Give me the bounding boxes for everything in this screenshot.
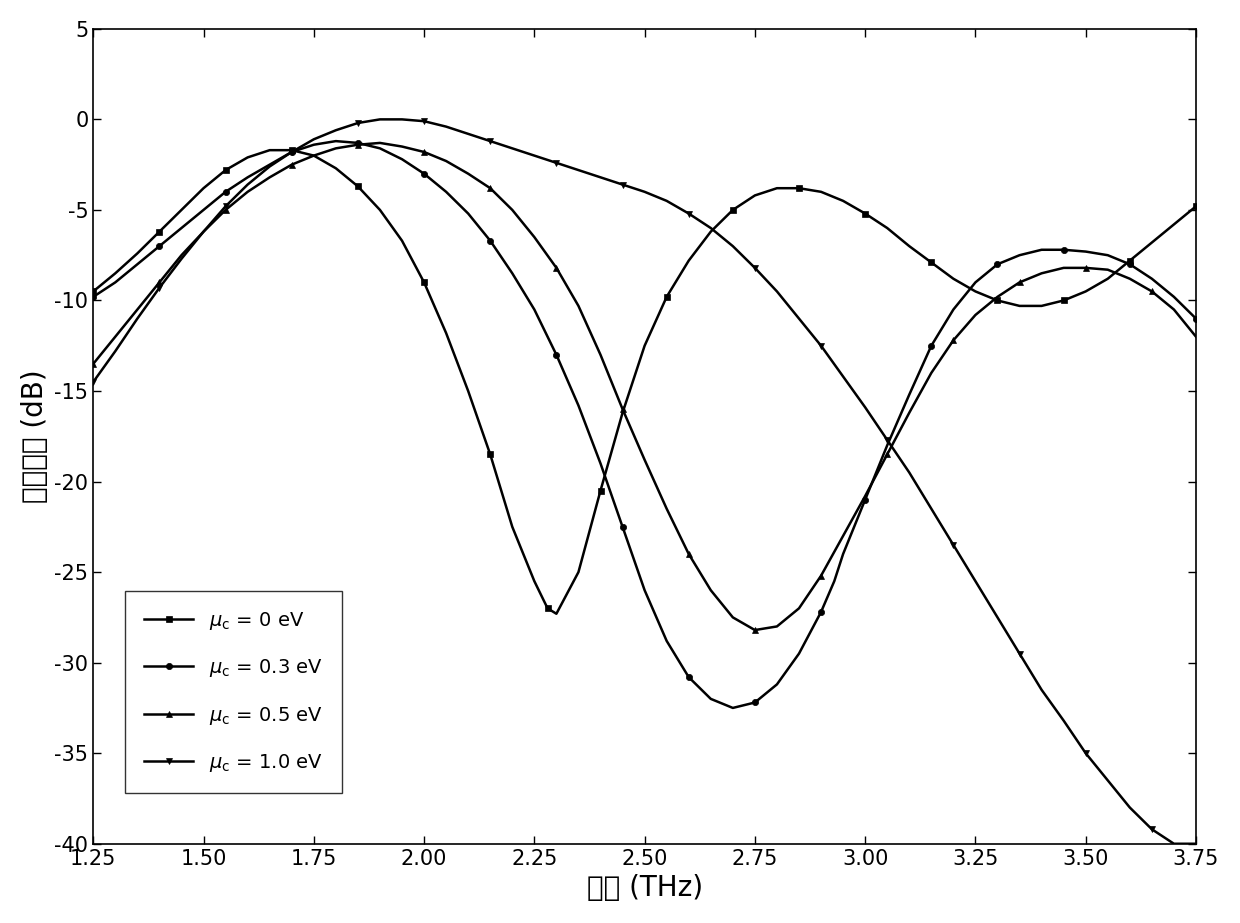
$\mu_\mathregular{c}$ = 0.5 eV [924,367,939,378]
$\mu_\mathregular{c}$ = 0.3 eV [725,702,740,713]
$\mu_\mathregular{c}$ = 0.3 eV [637,584,652,595]
$\mu_\mathregular{c}$ = 0.3 eV [836,548,851,559]
$\mu_\mathregular{c}$ = 1.0 eV [1167,838,1182,849]
$\mu_\mathregular{c}$ = 1.0 eV [372,114,387,125]
Line: $\mu_\mathregular{c}$ = 0.3 eV: $\mu_\mathregular{c}$ = 0.3 eV [91,138,1199,711]
$\mu_\mathregular{c}$ = 1.0 eV [836,371,851,382]
$\mu_\mathregular{c}$ = 0.5 eV [86,358,100,369]
$\mu_\mathregular{c}$ = 0.3 eV [703,693,718,704]
$\mu_\mathregular{c}$ = 1.0 eV [86,377,100,388]
$\mu_\mathregular{c}$ = 0.5 eV [1167,304,1182,315]
$\mu_\mathregular{c}$ = 0 eV [1188,201,1203,212]
$\mu_\mathregular{c}$ = 0 eV [791,183,806,194]
$\mu_\mathregular{c}$ = 0 eV [174,204,188,215]
Line: $\mu_\mathregular{c}$ = 1.0 eV: $\mu_\mathregular{c}$ = 1.0 eV [91,116,1199,847]
$\mu_\mathregular{c}$ = 0.3 eV [86,292,100,303]
$\mu_\mathregular{c}$ = 1.0 eV [1145,823,1159,834]
$\mu_\mathregular{c}$ = 0.5 eV [1188,331,1203,342]
$\mu_\mathregular{c}$ = 0.3 eV [813,606,828,617]
$\mu_\mathregular{c}$ = 1.0 eV [461,128,476,139]
$\mu_\mathregular{c}$ = 0.3 eV [174,222,188,234]
$\mu_\mathregular{c}$ = 0.5 eV [461,168,476,179]
$\mu_\mathregular{c}$ = 0.5 eV [329,143,343,154]
$\mu_\mathregular{c}$ = 0.5 eV [372,138,387,149]
Line: $\mu_\mathregular{c}$ = 0.5 eV: $\mu_\mathregular{c}$ = 0.5 eV [91,139,1199,633]
$\mu_\mathregular{c}$ = 0.3 eV [505,268,520,279]
$\mu_\mathregular{c}$ = 0.3 eV [1188,313,1203,324]
$\mu_\mathregular{c}$ = 1.0 eV [1188,838,1203,849]
$\mu_\mathregular{c}$ = 1.0 eV [439,121,454,132]
Y-axis label: 传输系数 (dB): 传输系数 (dB) [21,369,48,503]
$\mu_\mathregular{c}$ = 1.0 eV [901,467,916,478]
$\mu_\mathregular{c}$ = 0.5 eV [748,625,763,636]
X-axis label: 频率 (THz): 频率 (THz) [587,874,703,902]
$\mu_\mathregular{c}$ = 0 eV [86,286,100,297]
Legend: $\mu_\mathregular{c}$ = 0 eV, $\mu_\mathregular{c}$ = 0.3 eV, $\mu_\mathregular{: $\mu_\mathregular{c}$ = 0 eV, $\mu_\math… [125,591,342,793]
$\mu_\mathregular{c}$ = 0 eV [505,521,520,533]
$\mu_\mathregular{c}$ = 0 eV [703,226,718,237]
$\mu_\mathregular{c}$ = 0.3 eV [329,136,343,147]
$\mu_\mathregular{c}$ = 1.0 eV [329,125,343,136]
$\mu_\mathregular{c}$ = 0 eV [836,196,851,207]
Line: $\mu_\mathregular{c}$ = 0 eV: $\mu_\mathregular{c}$ = 0 eV [91,147,1199,617]
$\mu_\mathregular{c}$ = 0.5 eV [439,155,454,166]
$\mu_\mathregular{c}$ = 0 eV [637,341,652,352]
$\mu_\mathregular{c}$ = 0.5 eV [858,490,873,501]
$\mu_\mathregular{c}$ = 0 eV [549,608,564,619]
$\mu_\mathregular{c}$ = 0 eV [262,145,277,156]
